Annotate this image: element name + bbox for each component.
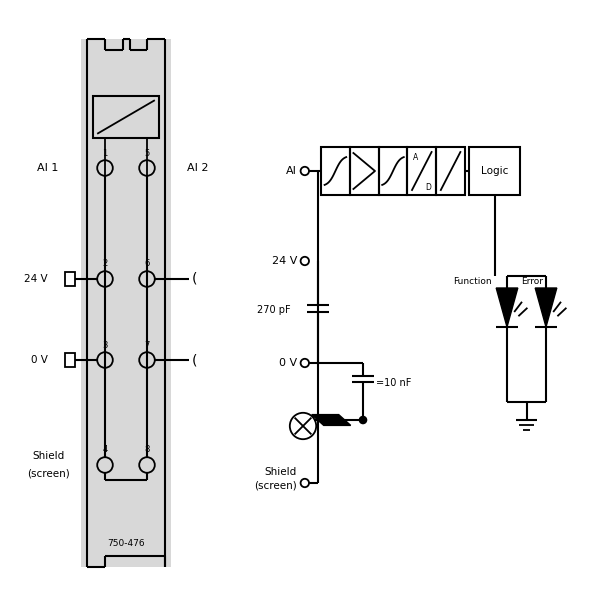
Text: (: ( bbox=[192, 272, 197, 286]
Text: 6: 6 bbox=[145, 259, 149, 268]
Bar bbox=[65, 353, 75, 367]
Bar bbox=[93, 96, 159, 138]
Text: 24 V: 24 V bbox=[24, 274, 47, 284]
Text: A: A bbox=[413, 152, 418, 161]
Bar bbox=[379, 147, 407, 195]
Text: 270 pF: 270 pF bbox=[257, 305, 291, 315]
Text: Error: Error bbox=[521, 277, 543, 286]
Bar bbox=[407, 147, 436, 195]
Text: 0 V: 0 V bbox=[279, 358, 297, 368]
Bar bbox=[65, 272, 75, 286]
Polygon shape bbox=[535, 288, 557, 327]
Text: Shield: Shield bbox=[32, 451, 64, 461]
Text: 2: 2 bbox=[103, 259, 107, 268]
Bar bbox=[321, 147, 350, 195]
Text: Function: Function bbox=[454, 277, 492, 286]
Text: Logic: Logic bbox=[481, 166, 508, 176]
Text: (: ( bbox=[192, 353, 197, 367]
Text: 3: 3 bbox=[103, 340, 107, 349]
Text: AI 2: AI 2 bbox=[187, 163, 209, 173]
Text: AI: AI bbox=[286, 166, 297, 176]
Text: (screen): (screen) bbox=[254, 481, 297, 491]
Polygon shape bbox=[312, 415, 350, 425]
Text: 0 V: 0 V bbox=[31, 355, 47, 365]
Text: AI 1: AI 1 bbox=[37, 163, 59, 173]
Text: =10 nF: =10 nF bbox=[376, 378, 412, 388]
Text: D: D bbox=[425, 182, 431, 191]
Text: 5: 5 bbox=[145, 148, 149, 157]
Text: (screen): (screen) bbox=[26, 469, 70, 479]
Text: Shield: Shield bbox=[265, 467, 297, 477]
Polygon shape bbox=[496, 288, 518, 327]
Text: 24 V: 24 V bbox=[272, 256, 297, 266]
Bar bbox=[350, 147, 379, 195]
Bar bbox=[81, 39, 171, 567]
Bar bbox=[469, 147, 520, 195]
Text: 4: 4 bbox=[103, 445, 107, 455]
Circle shape bbox=[359, 416, 367, 424]
Bar bbox=[436, 147, 465, 195]
Text: 7: 7 bbox=[145, 340, 149, 349]
Text: 750-476: 750-476 bbox=[107, 539, 145, 547]
Text: 8: 8 bbox=[145, 445, 149, 455]
Text: 1: 1 bbox=[103, 148, 107, 157]
